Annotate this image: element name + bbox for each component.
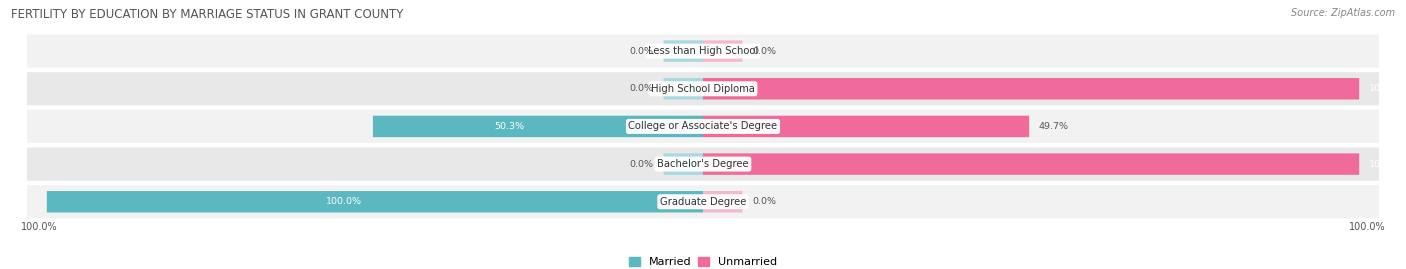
Text: 100.0%: 100.0% [1369, 160, 1405, 169]
FancyBboxPatch shape [664, 153, 703, 175]
Text: 0.0%: 0.0% [630, 47, 654, 56]
Text: 49.7%: 49.7% [1039, 122, 1069, 131]
FancyBboxPatch shape [703, 78, 1360, 100]
FancyBboxPatch shape [27, 72, 1379, 105]
FancyBboxPatch shape [46, 191, 703, 213]
Text: 100.0%: 100.0% [326, 197, 361, 206]
Text: 100.0%: 100.0% [21, 222, 58, 232]
Text: Less than High School: Less than High School [648, 46, 758, 56]
Legend: Married, Unmarried: Married, Unmarried [624, 252, 782, 269]
FancyBboxPatch shape [27, 34, 1379, 68]
Text: Bachelor's Degree: Bachelor's Degree [657, 159, 749, 169]
FancyBboxPatch shape [664, 78, 703, 100]
Text: 0.0%: 0.0% [752, 47, 776, 56]
FancyBboxPatch shape [703, 191, 742, 213]
Text: 0.0%: 0.0% [630, 84, 654, 93]
Text: 50.3%: 50.3% [495, 122, 524, 131]
FancyBboxPatch shape [27, 185, 1379, 218]
Text: 0.0%: 0.0% [752, 197, 776, 206]
Text: Graduate Degree: Graduate Degree [659, 197, 747, 207]
FancyBboxPatch shape [664, 40, 703, 62]
Text: Source: ZipAtlas.com: Source: ZipAtlas.com [1291, 8, 1395, 18]
FancyBboxPatch shape [27, 147, 1379, 181]
Text: College or Associate's Degree: College or Associate's Degree [628, 121, 778, 132]
Text: 100.0%: 100.0% [1369, 84, 1405, 93]
Text: 100.0%: 100.0% [1348, 222, 1385, 232]
FancyBboxPatch shape [703, 40, 742, 62]
Text: High School Diploma: High School Diploma [651, 84, 755, 94]
Text: FERTILITY BY EDUCATION BY MARRIAGE STATUS IN GRANT COUNTY: FERTILITY BY EDUCATION BY MARRIAGE STATU… [11, 8, 404, 21]
FancyBboxPatch shape [703, 153, 1360, 175]
Text: 0.0%: 0.0% [630, 160, 654, 169]
FancyBboxPatch shape [703, 116, 1029, 137]
FancyBboxPatch shape [27, 110, 1379, 143]
FancyBboxPatch shape [373, 116, 703, 137]
